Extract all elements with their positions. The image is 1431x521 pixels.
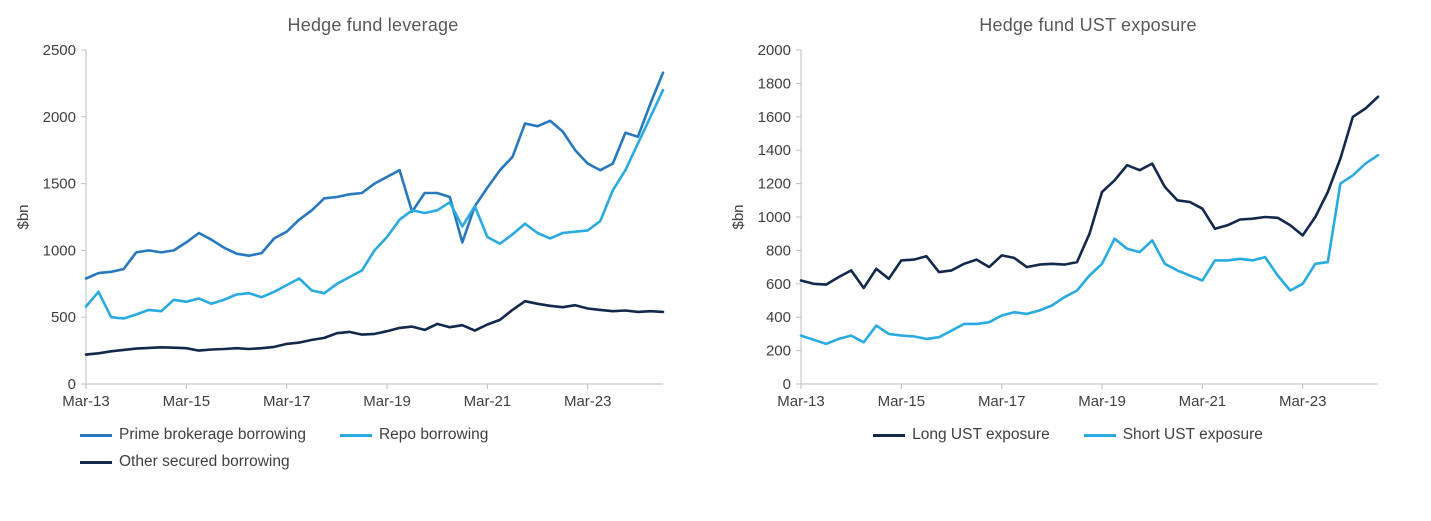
chart-hedge-fund-leverage: Hedge fund leverage 0 500 1000 1500 2000 2500… bbox=[8, 0, 698, 521]
legend-label-other-secured: Other secured borrowing bbox=[119, 453, 290, 470]
legend-row: Other secured borrowing bbox=[80, 453, 698, 471]
svg-text:Mar-13: Mar-13 bbox=[777, 393, 825, 410]
svg-text:400: 400 bbox=[766, 309, 791, 326]
svg-text:200: 200 bbox=[766, 343, 791, 360]
svg-text:800: 800 bbox=[766, 242, 791, 259]
legend-swatch-short-ust bbox=[1083, 433, 1116, 437]
svg-text:Mar-23: Mar-23 bbox=[1279, 393, 1327, 410]
svg-text:Mar-23: Mar-23 bbox=[564, 393, 612, 410]
svg-text:600: 600 bbox=[766, 276, 791, 293]
svg-text:$bn: $bn bbox=[730, 204, 747, 229]
svg-text:0: 0 bbox=[783, 376, 791, 393]
svg-text:1500: 1500 bbox=[43, 176, 76, 193]
svg-text:Mar-21: Mar-21 bbox=[464, 393, 512, 410]
line-chart-leverage: 0 500 1000 1500 2000 2500 Mar-13 Mar-15 Mar-17 Ma… bbox=[15, 42, 665, 410]
legend-swatch-repo bbox=[339, 433, 372, 437]
legend-item-prime-brokerage: Prime brokerage borrowing bbox=[80, 426, 306, 444]
legend-row: Long UST exposure Short UST exposure bbox=[723, 426, 1413, 444]
svg-text:1800: 1800 bbox=[758, 75, 791, 92]
line-chart-ust-exposure: 0 200 400 600 800 1000 1200 1400 1600 1800 2000 Mar… bbox=[730, 42, 1380, 410]
svg-text:Mar-19: Mar-19 bbox=[1078, 393, 1126, 410]
legend-item-repo: Repo borrowing bbox=[339, 426, 489, 444]
legend-swatch-long-ust bbox=[873, 433, 906, 437]
svg-text:1600: 1600 bbox=[758, 109, 791, 126]
svg-text:Mar-19: Mar-19 bbox=[363, 393, 411, 410]
svg-text:Mar-17: Mar-17 bbox=[263, 393, 311, 410]
svg-text:Mar-13: Mar-13 bbox=[62, 393, 110, 410]
svg-text:1400: 1400 bbox=[758, 142, 791, 159]
svg-text:Mar-15: Mar-15 bbox=[163, 393, 211, 410]
svg-text:Mar-15: Mar-15 bbox=[878, 393, 926, 410]
legend-ust-exposure: Long UST exposure Short UST exposure bbox=[723, 426, 1413, 444]
svg-text:1000: 1000 bbox=[43, 242, 76, 259]
legend-label-prime-brokerage: Prime brokerage borrowing bbox=[119, 426, 306, 443]
svg-text:2500: 2500 bbox=[43, 42, 76, 59]
legend-label-short-ust: Short UST exposure bbox=[1122, 426, 1263, 443]
chart-title-ust-exposure: Hedge fund UST exposure bbox=[979, 15, 1197, 35]
legend-swatch-prime-brokerage bbox=[80, 433, 112, 437]
svg-text:2000: 2000 bbox=[43, 109, 76, 126]
legend-row: Prime brokerage borrowing Repo borrowing bbox=[80, 426, 698, 444]
legend-swatch-other-secured bbox=[80, 460, 112, 464]
legend-leverage: Prime brokerage borrowing Repo borrowing… bbox=[80, 426, 698, 471]
svg-text:Mar-17: Mar-17 bbox=[978, 393, 1026, 410]
chart-title-leverage: Hedge fund leverage bbox=[287, 15, 459, 35]
legend-item-short-ust: Short UST exposure bbox=[1083, 426, 1263, 444]
svg-text:0: 0 bbox=[68, 376, 76, 393]
svg-text:$bn: $bn bbox=[15, 204, 32, 229]
legend-label-long-ust: Long UST exposure bbox=[912, 426, 1050, 443]
svg-text:500: 500 bbox=[51, 309, 76, 326]
legend-item-long-ust: Long UST exposure bbox=[873, 426, 1050, 444]
svg-text:Mar-21: Mar-21 bbox=[1179, 393, 1227, 410]
svg-text:1200: 1200 bbox=[758, 176, 791, 193]
svg-text:1000: 1000 bbox=[758, 209, 791, 226]
legend-item-other-secured: Other secured borrowing bbox=[80, 453, 290, 471]
svg-text:2000: 2000 bbox=[758, 42, 791, 59]
legend-label-repo: Repo borrowing bbox=[378, 426, 489, 443]
chart-hedge-fund-ust-exposure: Hedge fund UST exposure 0 200 400 600 800 100… bbox=[723, 0, 1413, 521]
